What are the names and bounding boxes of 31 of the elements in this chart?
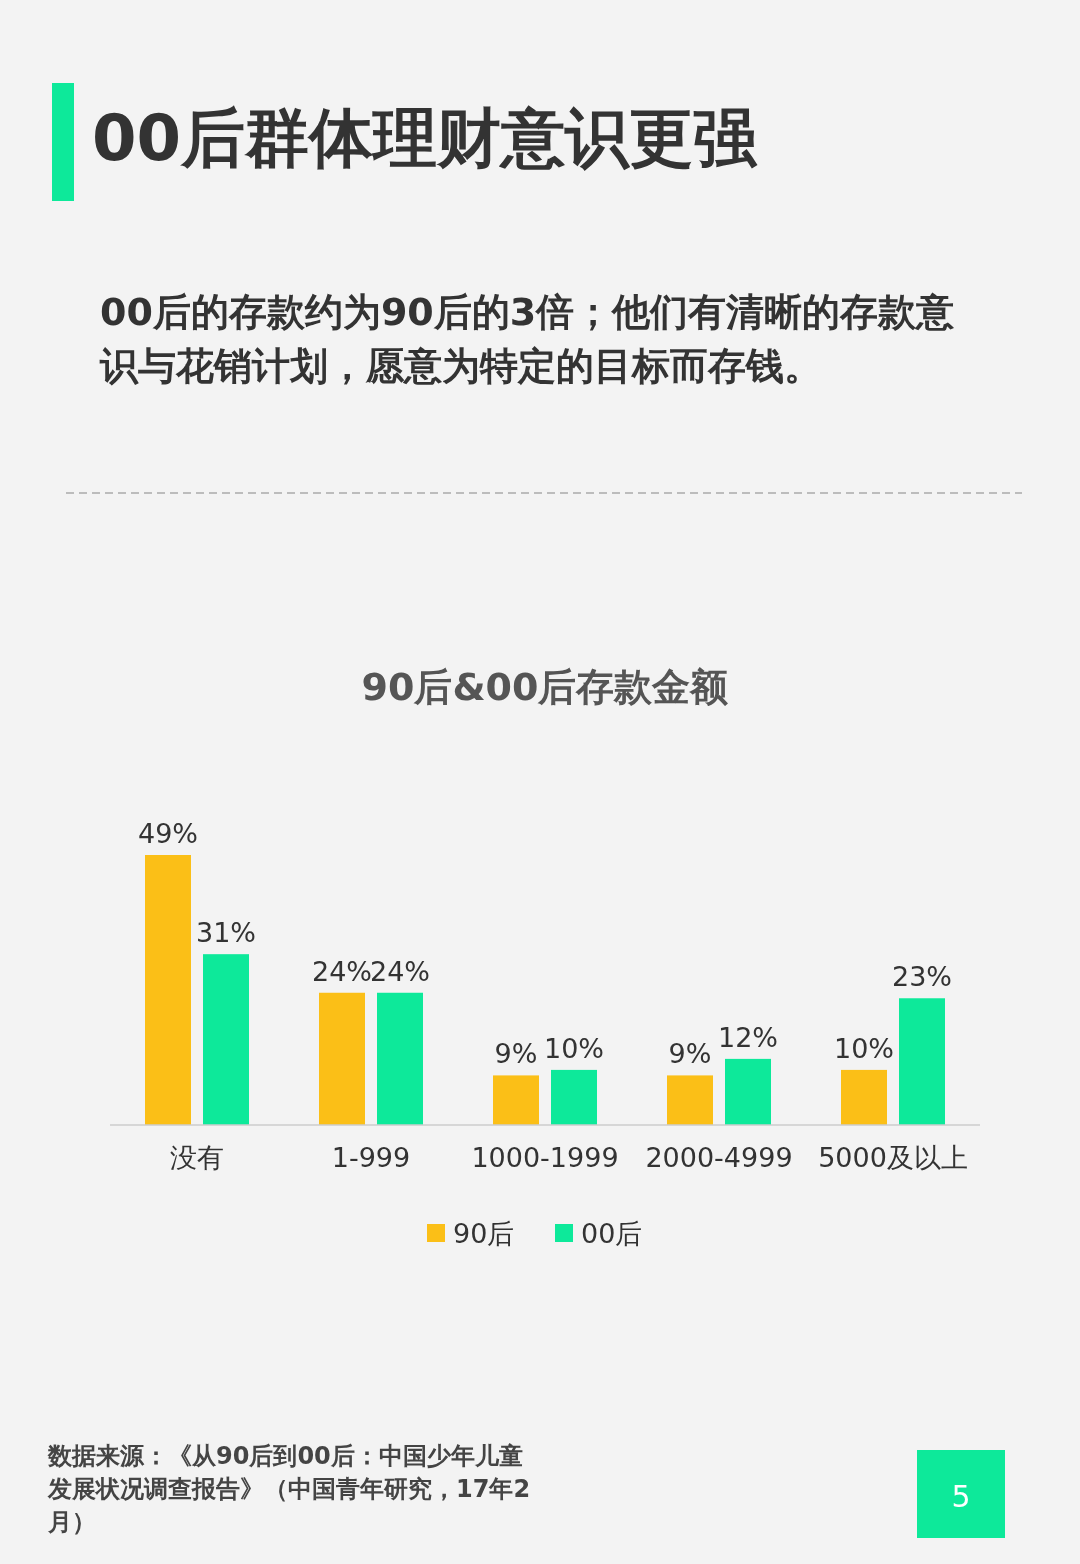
chart-subtitle: 00后的存款约为90后的3倍；他们有清晰的存款意识与花销计划，愿意为特定的目标而存钱。 (100, 289, 956, 390)
source-note: 数据来源：《从90后到00后：中国少年儿童发展状况调查报告》（中国青年研究，17年2月） (48, 1441, 532, 1538)
x-tick-label: 1000-1999 (471, 1142, 619, 1173)
chart-title: 00后群体理财意识更强 (92, 100, 758, 177)
x-tick-label: 2000-4999 (645, 1142, 793, 1173)
data-label: 10% (833, 1032, 895, 1064)
data-label: 10% (543, 1032, 605, 1064)
text: 5 (951, 1479, 971, 1514)
bar (899, 998, 945, 1125)
bar (841, 1069, 887, 1125)
text: 90后&00后存款金额 (360, 664, 730, 711)
data-label: 12% (717, 1021, 779, 1053)
bar (203, 954, 249, 1125)
bar (145, 855, 191, 1125)
data-label: 24% (311, 955, 373, 987)
x-tick-label: 没有 (170, 1142, 224, 1173)
bar (493, 1075, 539, 1125)
bar (725, 1058, 771, 1125)
x-tick-label: 1-999 (331, 1142, 411, 1173)
data-label: 9% (668, 1038, 712, 1070)
bar (377, 992, 423, 1125)
data-label: 9% (494, 1038, 538, 1070)
bar (667, 1075, 713, 1125)
data-label: 23% (891, 961, 953, 993)
legend-label: 00后 (581, 1218, 643, 1249)
legend-label: 90后 (453, 1218, 515, 1249)
data-label: 49% (137, 818, 199, 849)
data-label: 31% (195, 917, 257, 949)
bar (551, 1069, 597, 1125)
bar (319, 992, 365, 1125)
x-tick-label: 5000及以上 (818, 1142, 968, 1173)
